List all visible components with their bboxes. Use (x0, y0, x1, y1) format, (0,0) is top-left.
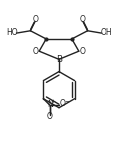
Text: O: O (46, 112, 52, 121)
Text: O: O (79, 15, 85, 24)
Text: +: + (50, 99, 55, 104)
Text: O: O (60, 99, 66, 108)
Text: OH: OH (100, 28, 112, 37)
Text: O: O (79, 47, 85, 56)
Text: N: N (47, 100, 53, 109)
Text: O: O (33, 15, 39, 24)
Text: O: O (33, 47, 39, 56)
Text: HO: HO (6, 28, 18, 37)
Text: B: B (56, 55, 62, 64)
Text: −: − (65, 99, 70, 104)
